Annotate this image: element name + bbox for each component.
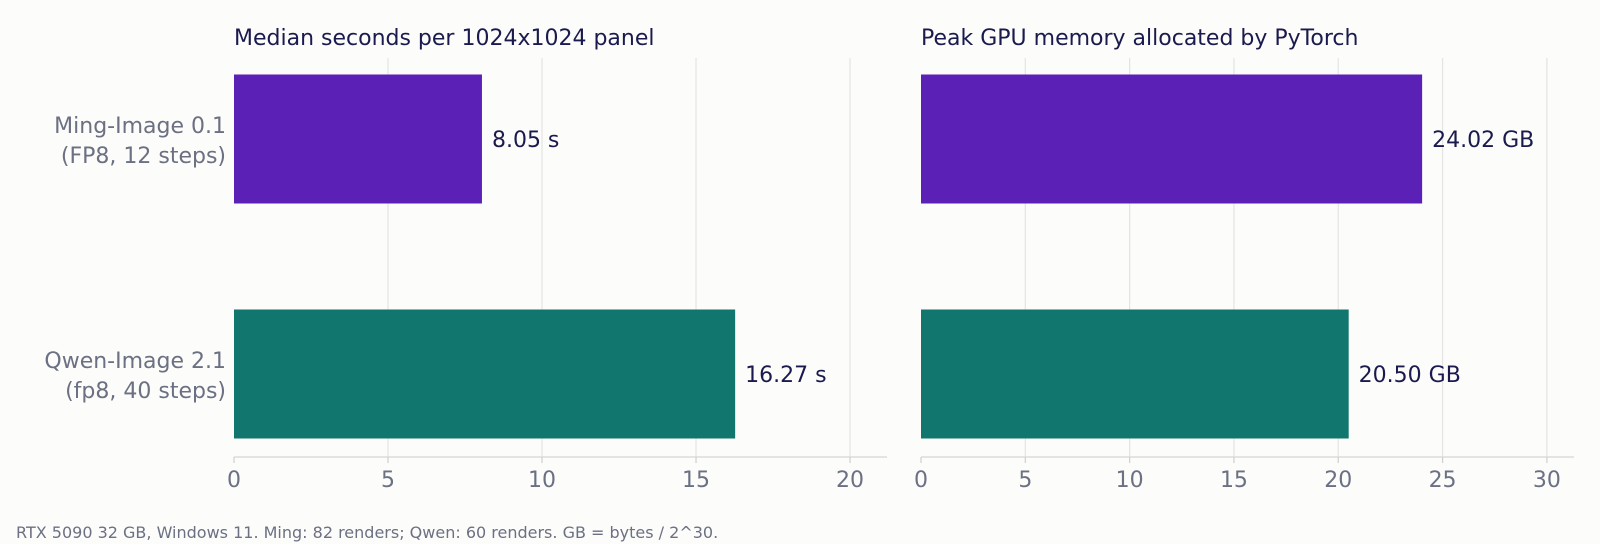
x-tick-label: 20 bbox=[1324, 468, 1352, 493]
memory-chart: Peak GPU memory allocated by PyTorch 24.0… bbox=[914, 26, 1574, 493]
bar bbox=[234, 309, 736, 439]
x-tick-label: 0 bbox=[227, 468, 241, 493]
bar bbox=[921, 309, 1349, 439]
bar-value-label: 24.02 GB bbox=[1432, 128, 1534, 153]
x-tick-label: 20 bbox=[836, 468, 864, 493]
bar bbox=[234, 74, 482, 204]
x-tick-label: 30 bbox=[1533, 468, 1561, 493]
bar bbox=[921, 74, 1423, 204]
bar-value-label: 8.05 s bbox=[492, 128, 559, 153]
category-label: Ming-Image 0.1 (FP8, 12 steps) bbox=[54, 114, 226, 169]
x-tick-label: 15 bbox=[1220, 468, 1248, 493]
bar-value-label: 20.50 GB bbox=[1359, 363, 1461, 388]
x-tick-label: 5 bbox=[1018, 468, 1032, 493]
x-tick-label: 15 bbox=[682, 468, 710, 493]
x-tick-label: 0 bbox=[914, 468, 928, 493]
x-tick-label: 10 bbox=[1116, 468, 1144, 493]
bar-value-label: 16.27 s bbox=[745, 363, 826, 388]
chart-title: Median seconds per 1024x1024 panel bbox=[234, 26, 655, 51]
chart-title: Peak GPU memory allocated by PyTorch bbox=[921, 26, 1358, 51]
category-label: Qwen-Image 2.1 (fp8, 40 steps) bbox=[44, 349, 226, 404]
x-tick-label: 10 bbox=[528, 468, 556, 493]
time-chart: Median seconds per 1024x1024 panel 8.05 s… bbox=[44, 26, 887, 493]
x-tick-label: 5 bbox=[381, 468, 395, 493]
footnote: RTX 5090 32 GB, Windows 11. Ming: 82 ren… bbox=[16, 523, 718, 542]
x-tick-label: 25 bbox=[1429, 468, 1457, 493]
